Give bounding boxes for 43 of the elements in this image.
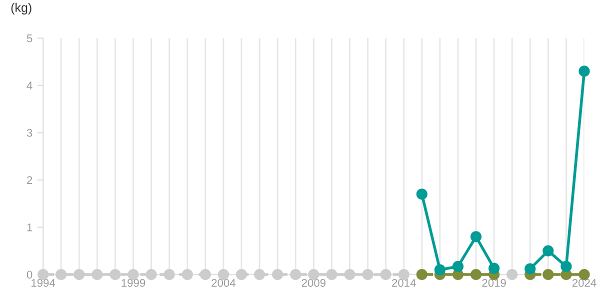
point xyxy=(182,268,193,280)
point xyxy=(542,245,554,256)
point xyxy=(560,260,572,272)
y-tick-label: 4 xyxy=(26,82,32,90)
x-tick-label: 1994 xyxy=(32,278,56,287)
point xyxy=(74,268,85,280)
point xyxy=(434,264,446,276)
point xyxy=(470,231,482,242)
point xyxy=(542,268,554,280)
point xyxy=(110,268,121,280)
y-tick-label: 1 xyxy=(27,224,32,232)
point xyxy=(272,268,284,280)
point xyxy=(56,268,67,280)
y-tick-label: 5 xyxy=(26,34,32,42)
point xyxy=(362,268,374,280)
point xyxy=(92,268,103,280)
y-tick-label: 0 xyxy=(26,270,32,279)
point xyxy=(200,268,211,280)
point xyxy=(452,260,464,272)
point xyxy=(488,262,500,274)
point xyxy=(290,268,302,280)
x-tick-label: 2019 xyxy=(482,278,506,287)
point xyxy=(380,268,392,280)
x-tick-label: 1999 xyxy=(122,278,146,287)
point xyxy=(578,66,590,77)
point xyxy=(524,263,536,274)
x-tick-label: 2009 xyxy=(302,278,326,287)
point xyxy=(236,268,248,280)
x-tick-label: 2024 xyxy=(572,278,596,287)
point xyxy=(146,268,157,280)
point xyxy=(416,268,428,280)
x-tick-label: 2004 xyxy=(212,278,236,287)
point xyxy=(326,268,338,280)
x-tick-label: 2014 xyxy=(392,278,416,287)
point xyxy=(254,268,266,280)
point xyxy=(164,268,175,280)
point xyxy=(416,188,428,200)
point xyxy=(506,268,518,280)
y-axis-title: (kg) xyxy=(11,2,32,14)
y-tick-label: 3 xyxy=(26,128,32,137)
point xyxy=(344,268,356,280)
y-tick-label: 2 xyxy=(27,176,32,184)
point xyxy=(470,268,482,280)
